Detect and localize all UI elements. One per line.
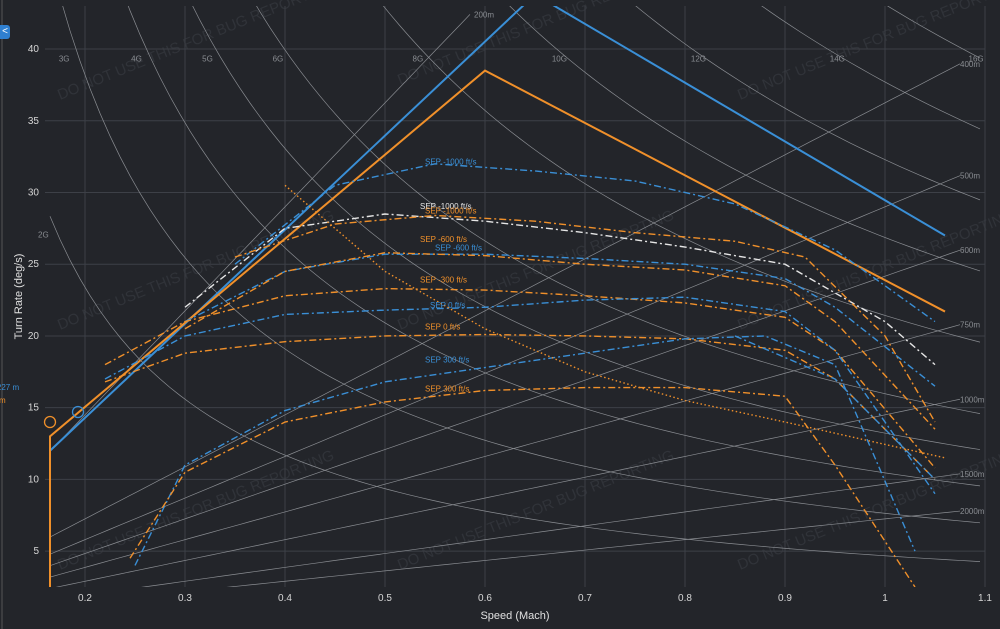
- y-axis-title: Turn Rate (deg/s): [13, 254, 25, 340]
- g-load-label: 8G: [413, 54, 424, 63]
- series-annotation: SEP -1000 ft/s: [420, 202, 471, 211]
- g-load-label: 16G: [969, 54, 984, 63]
- series-annotation: R = 227 m: [0, 396, 6, 405]
- turn-radius-guide-line: [141, 473, 961, 587]
- y-tick-label: 25: [28, 259, 40, 270]
- turn-radius-label: 400m: [960, 60, 980, 69]
- series-line: [104, 333, 936, 480]
- g-load-guide-line: [635, 6, 981, 201]
- x-tick-label: 0.8: [678, 593, 692, 604]
- corner-speed-marker: [43, 415, 57, 429]
- turn-radius-label: 750m: [960, 321, 980, 330]
- series-annotation: SEP -1000 ft/s: [425, 206, 476, 215]
- series-line: [234, 163, 936, 323]
- series-line: [284, 184, 946, 459]
- x-tick-label: 0.2: [78, 593, 92, 604]
- g-load-label: 4G: [131, 54, 142, 63]
- series-line: [104, 287, 936, 469]
- x-tick-label: 0.9: [778, 593, 792, 604]
- x-tick-label: 0.6: [478, 593, 492, 604]
- series-line: [234, 214, 936, 423]
- series-annotation: R = 227 m: [0, 383, 19, 392]
- g-load-guide-line: [509, 6, 981, 272]
- series-line: [184, 213, 936, 366]
- y-tick-label: 35: [28, 116, 40, 127]
- x-axis-title: Speed (Mach): [480, 610, 549, 622]
- g-load-guide-line: [192, 6, 981, 450]
- series-annotation: SEP 0 ft/s: [430, 301, 465, 310]
- turn-radius-label: 500m: [960, 172, 980, 181]
- turn-radius-label: 1500m: [960, 470, 985, 479]
- series-annotation: SEP 0 ft/s: [425, 323, 460, 332]
- g-load-label: 5G: [202, 54, 213, 63]
- series-annotation: SEP -600 ft/s: [435, 244, 482, 253]
- g-load-guide-line: [62, 6, 981, 524]
- g-load-guide-line: [127, 6, 981, 487]
- x-tick-label: 0.5: [378, 593, 392, 604]
- watermark: DO NOT USE THIS FOR BUG REPORTING: [55, 0, 336, 104]
- series-line: [184, 253, 936, 387]
- x-tick-label: 0.4: [278, 593, 292, 604]
- watermark: DO NOT USE THIS FOR BUG REPORTING: [395, 0, 676, 89]
- watermark: DO NOT USE THIS FOR BUG REPORTING: [395, 207, 676, 334]
- x-tick-label: 0.7: [578, 593, 592, 604]
- g-load-label: 6G: [273, 54, 284, 63]
- y-tick-label: 40: [28, 44, 40, 55]
- series-line: [129, 386, 916, 587]
- collapse-panel-button[interactable]: <: [0, 25, 10, 39]
- series-annotation: SEP -1000 ft/s: [425, 158, 476, 167]
- series-annotation: SEP 300 ft/s: [425, 384, 469, 393]
- g-load-guide-line: [761, 6, 981, 130]
- watermark: DO NOT USE THIS FOR BUG REPORTING: [735, 0, 1000, 104]
- turn-radius-label: 200m: [474, 10, 494, 19]
- g-load-label: 14G: [830, 54, 845, 63]
- y-tick-label: 30: [28, 187, 40, 198]
- g-load-label: 10G: [552, 54, 567, 63]
- g-load-label: 3G: [59, 54, 70, 63]
- g-load-guide-line: [887, 6, 981, 59]
- series-line: [49, 69, 946, 587]
- turn-radius-guide-line: [226, 510, 961, 587]
- turn-radius-label: 2000m: [960, 507, 985, 516]
- watermark: DO NOT USE THIS FOR BUG REPORTING: [395, 447, 676, 574]
- turn-radius-label: 1000m: [960, 395, 985, 404]
- series-line: [734, 335, 936, 480]
- series-line: [134, 335, 916, 566]
- g-load-guide-line: [382, 6, 981, 343]
- g-load-guide-line: [256, 6, 981, 414]
- turn-radius-label: 600m: [960, 246, 980, 255]
- series-annotation: SEP 300 ft/s: [425, 356, 469, 365]
- turn-radius-guide-line: [49, 63, 961, 538]
- corner-speed-marker: [71, 405, 85, 419]
- y-tick-label: 10: [28, 474, 40, 485]
- x-tick-label: 1.1: [978, 593, 992, 604]
- series-annotation: SEP -600 ft/s: [420, 235, 467, 244]
- g-load-guide-line: [49, 216, 981, 562]
- y-tick-label: 15: [28, 403, 40, 414]
- y-tick-label: 5: [33, 546, 39, 557]
- g-load-label: 2G: [38, 231, 49, 240]
- x-tick-label: 1: [882, 593, 888, 604]
- series-line: [104, 296, 936, 495]
- turn-radius-guide-line: [55, 398, 961, 587]
- g-load-label: 12G: [691, 54, 706, 63]
- y-tick-label: 20: [28, 331, 40, 342]
- watermark: DO NOT USE THIS FOR BUG REPORTING: [55, 447, 336, 574]
- x-tick-label: 0.3: [178, 593, 192, 604]
- series-annotation: SEP -300 ft/s: [420, 275, 467, 284]
